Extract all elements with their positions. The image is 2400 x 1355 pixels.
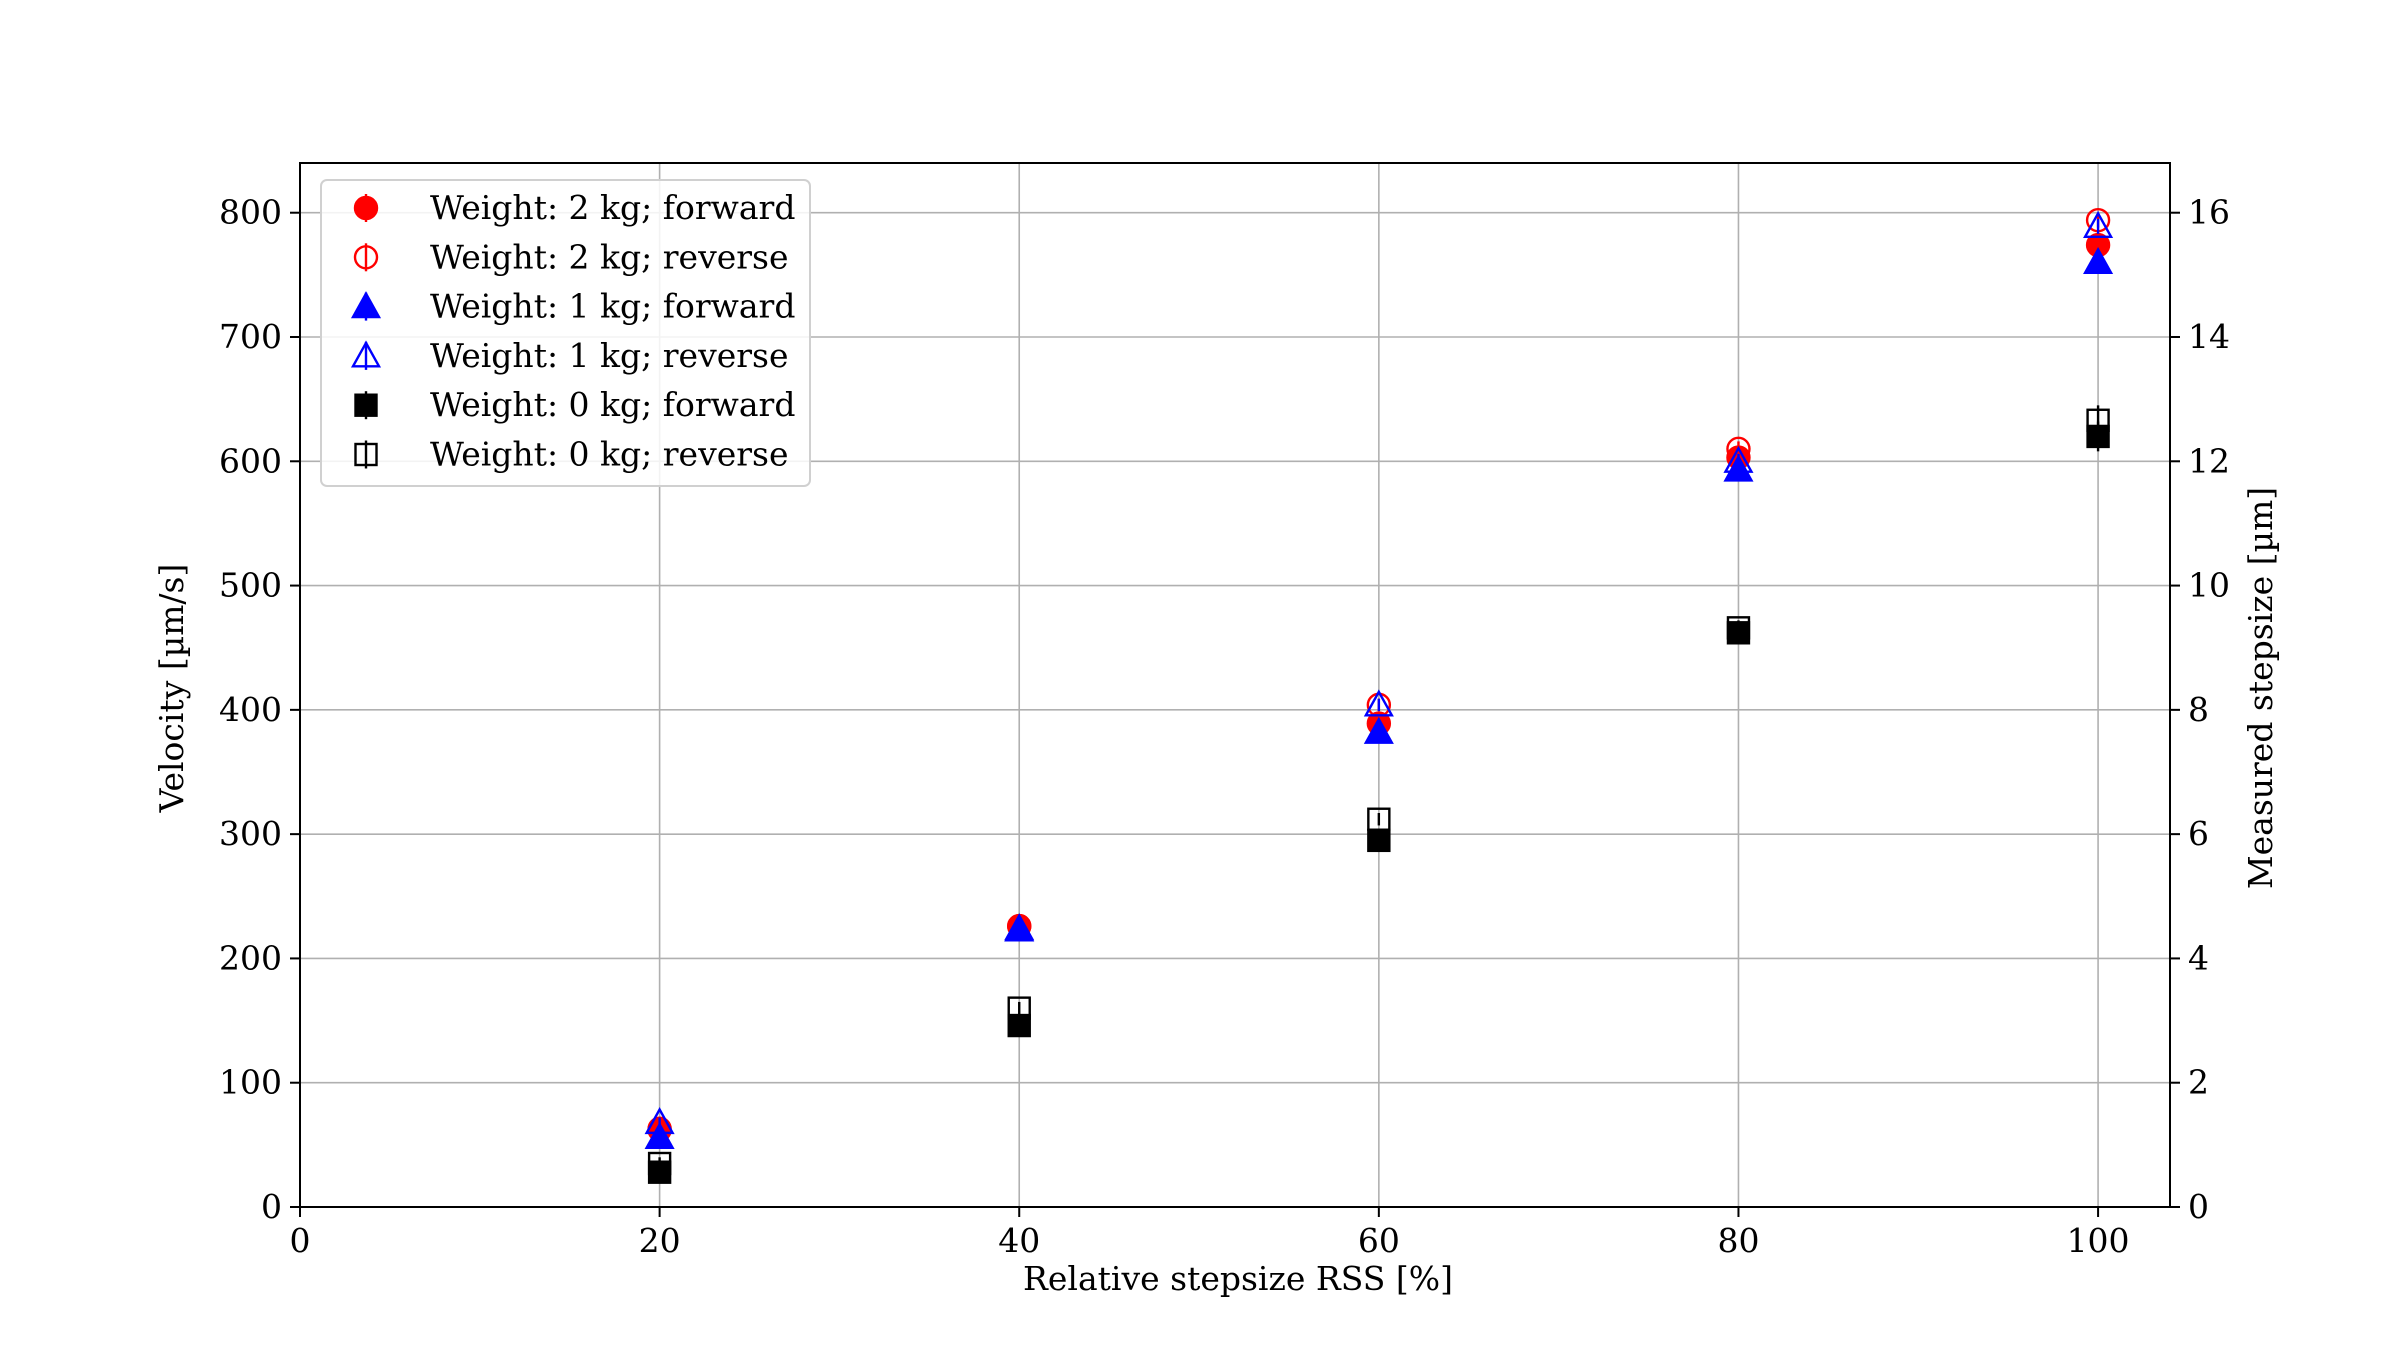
legend-label: Weight: 1 kg; forward bbox=[430, 287, 795, 326]
x-tick-label: 40 bbox=[998, 1221, 1040, 1260]
right-axis-title: Measured stepsize [µm] bbox=[2241, 487, 2280, 889]
plot-frame bbox=[299, 162, 2171, 1208]
data-point bbox=[1723, 445, 1754, 473]
x-tick-label: 100 bbox=[2067, 1221, 2130, 1260]
y-tick-label: 0 bbox=[261, 1187, 282, 1226]
grid-layer bbox=[299, 163, 2170, 1208]
data-point bbox=[644, 1107, 675, 1135]
data-point bbox=[644, 1121, 675, 1150]
data-point bbox=[2086, 408, 2110, 432]
series-group bbox=[644, 210, 2114, 1135]
right-tick-label: 10 bbox=[2188, 566, 2230, 605]
y-tick-label: 400 bbox=[219, 690, 282, 729]
legend-label: Weight: 1 kg; reverse bbox=[430, 336, 789, 375]
right-tick-label: 12 bbox=[2188, 441, 2230, 480]
y-tick-label: 100 bbox=[219, 1063, 282, 1102]
y-tick-label: 500 bbox=[219, 566, 282, 605]
data-point bbox=[1007, 996, 1031, 1020]
right-tick-label: 0 bbox=[2188, 1187, 2209, 1226]
x-tick-label: 80 bbox=[1717, 1221, 1759, 1260]
x-axis-title: Relative stepsize RSS [%] bbox=[1023, 1259, 1453, 1298]
y-tick-label: 200 bbox=[219, 938, 282, 977]
legend-marker bbox=[350, 291, 382, 319]
legend: Weight: 2 kg; forward Weight: 2 kg; rever… bbox=[320, 179, 811, 487]
legend-box bbox=[320, 179, 811, 487]
right-tick-label: 4 bbox=[2188, 938, 2209, 977]
legend-marker bbox=[353, 245, 379, 270]
data-point bbox=[1004, 913, 1035, 941]
legend-label: Weight: 2 kg; reverse bbox=[430, 237, 789, 276]
y-tick-label: 300 bbox=[219, 814, 282, 853]
data-point bbox=[1007, 1013, 1031, 1038]
data-layer bbox=[644, 207, 2114, 1184]
data-point bbox=[1367, 807, 1391, 831]
x-tick-label: 0 bbox=[290, 1221, 311, 1260]
legend-marker bbox=[353, 195, 379, 221]
right-tick-label: 16 bbox=[2188, 193, 2230, 232]
legend-label: Weight: 0 kg; forward bbox=[430, 385, 795, 424]
data-point bbox=[647, 1151, 672, 1176]
y-tick-label: 600 bbox=[219, 441, 282, 480]
data-point bbox=[1726, 616, 1751, 640]
data-point bbox=[2083, 210, 2114, 238]
y-tick-label: 700 bbox=[219, 317, 282, 356]
right-tick-label: 2 bbox=[2188, 1063, 2209, 1102]
data-point bbox=[1363, 716, 1394, 744]
x-tick-label: 60 bbox=[1358, 1221, 1400, 1260]
right-tick-label: 6 bbox=[2188, 814, 2209, 853]
right-tick-label: 8 bbox=[2188, 690, 2209, 729]
legend-marker bbox=[354, 442, 378, 467]
right-tick-label: 14 bbox=[2188, 317, 2230, 356]
y-axis-title: Velocity [µm/s] bbox=[152, 564, 191, 814]
series-group bbox=[647, 405, 2110, 1176]
legend-label: Weight: 0 kg; reverse bbox=[430, 435, 789, 474]
data-point bbox=[2083, 246, 2114, 275]
legend-marker bbox=[350, 340, 382, 368]
x-tick-label: 20 bbox=[639, 1221, 681, 1260]
axes-layer: 0 20 40 60 80 100 0 100 200 300 400 500 600 700 800 0 2 4… bbox=[219, 162, 2230, 1260]
legend-label: Weight: 2 kg; forward bbox=[430, 188, 795, 227]
y-tick-label: 800 bbox=[219, 193, 282, 232]
data-point bbox=[1367, 828, 1391, 853]
legend-marker bbox=[354, 393, 378, 417]
data-point bbox=[1363, 689, 1394, 717]
